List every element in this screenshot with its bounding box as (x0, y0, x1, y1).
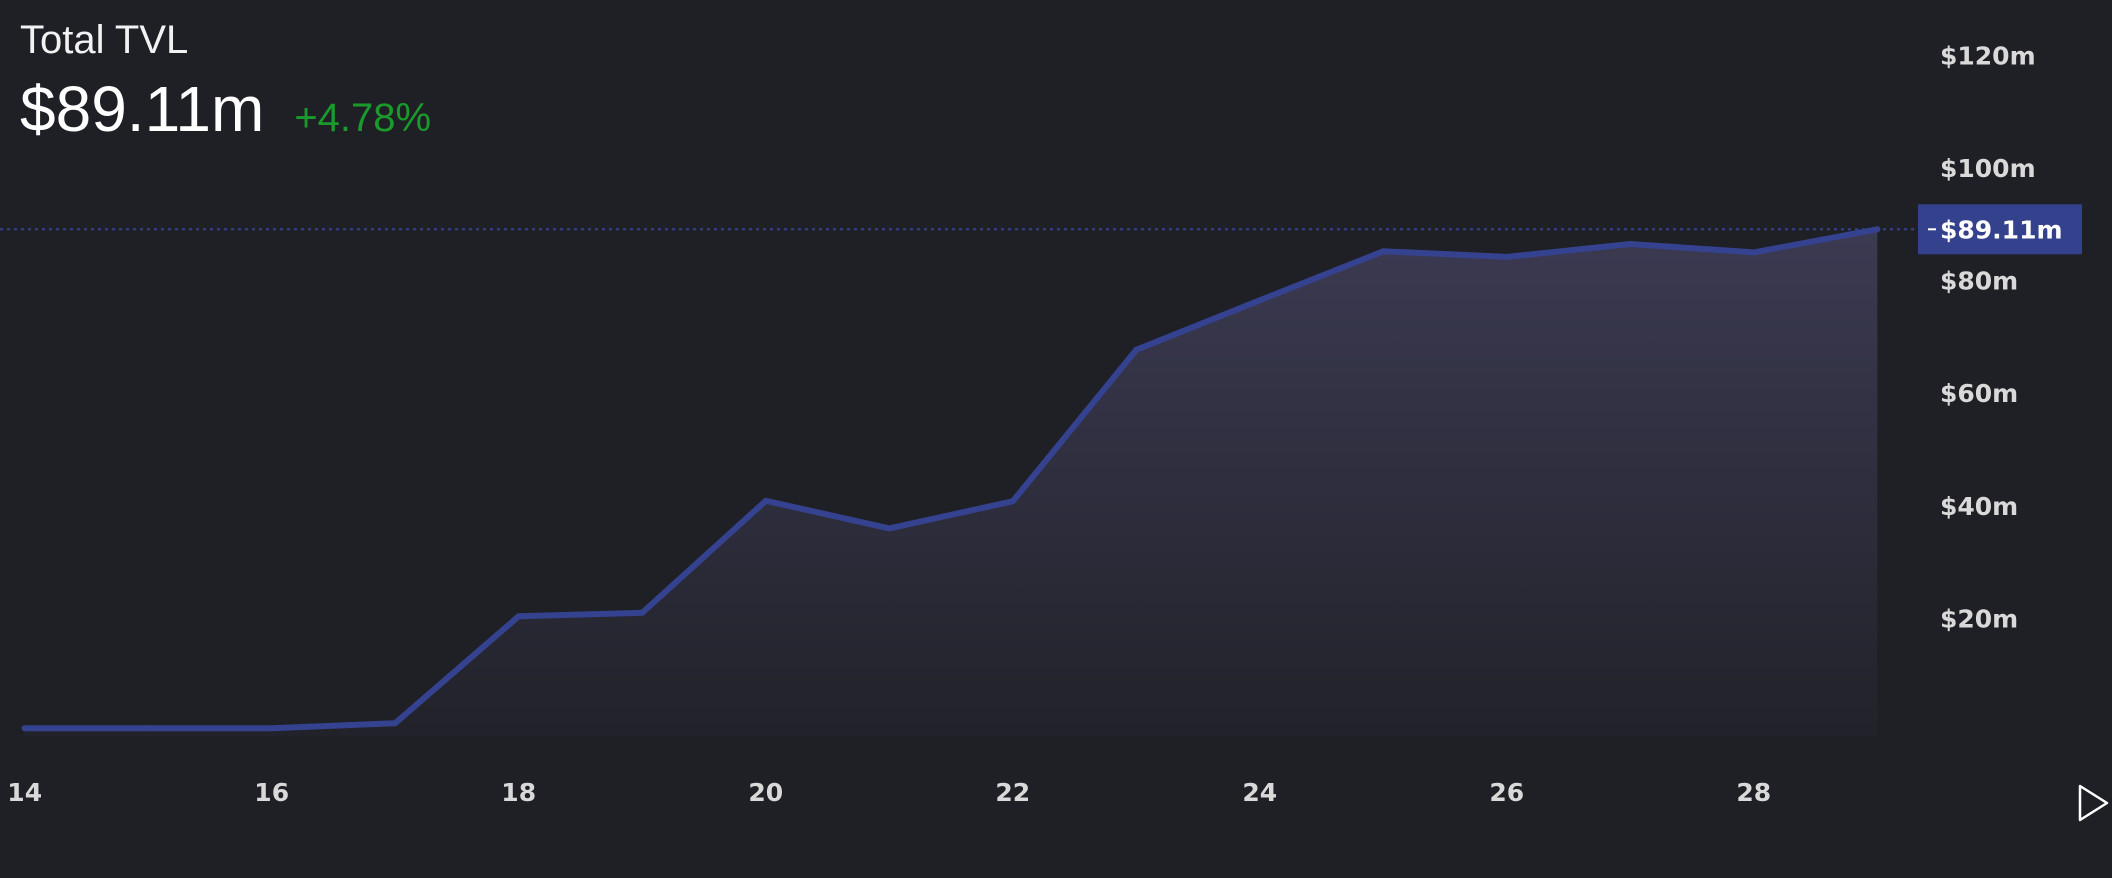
chart-header: Total TVL $89.11m +4.78% (20, 14, 431, 146)
area-fill (24, 229, 1878, 737)
data-point[interactable] (1380, 248, 1387, 255)
x-tick-label: 26 (1489, 778, 1524, 807)
data-point[interactable] (1627, 241, 1634, 247)
chart-title: Total TVL (20, 18, 189, 62)
data-point[interactable] (762, 497, 769, 504)
last-value-badge (1918, 204, 2082, 255)
data-point[interactable] (392, 720, 399, 727)
y-tick-label: $80m (1940, 267, 2018, 296)
x-tick-label: 20 (748, 778, 783, 807)
y-tick-label: $40m (1940, 492, 2018, 521)
scroll-right-icon[interactable] (2078, 784, 2109, 822)
value-row: $89.11m +4.78% (20, 72, 431, 146)
x-tick-label: 14 (7, 778, 42, 807)
data-point[interactable] (145, 725, 152, 732)
data-point[interactable] (1503, 253, 1510, 260)
data-point[interactable] (639, 609, 646, 616)
percent-change: +4.78% (294, 96, 432, 140)
series-line (21, 226, 1881, 732)
data-point[interactable] (268, 725, 275, 732)
last-value-label: $89.11m (1940, 215, 2063, 244)
x-tick-label: 18 (501, 778, 536, 807)
y-tick-label: $60m (1940, 379, 2018, 408)
data-point[interactable] (21, 725, 28, 732)
data-point[interactable] (1133, 346, 1140, 353)
x-tick-label: 28 (1736, 778, 1771, 807)
data-point[interactable] (515, 613, 522, 620)
x-tick-label: 16 (254, 778, 289, 807)
y-tick-label: $100m (1940, 154, 2036, 183)
total-tvl-value: $89.11m (20, 73, 265, 145)
y-tick-label: $20m (1940, 605, 2018, 634)
data-point[interactable] (1009, 498, 1016, 505)
y-tick-label: $120m (1940, 41, 2036, 70)
data-point[interactable] (1256, 297, 1263, 304)
x-tick-label: 22 (995, 778, 1030, 807)
data-point[interactable] (1750, 249, 1757, 256)
data-point[interactable] (886, 525, 893, 532)
x-tick-label: 24 (1242, 778, 1277, 807)
